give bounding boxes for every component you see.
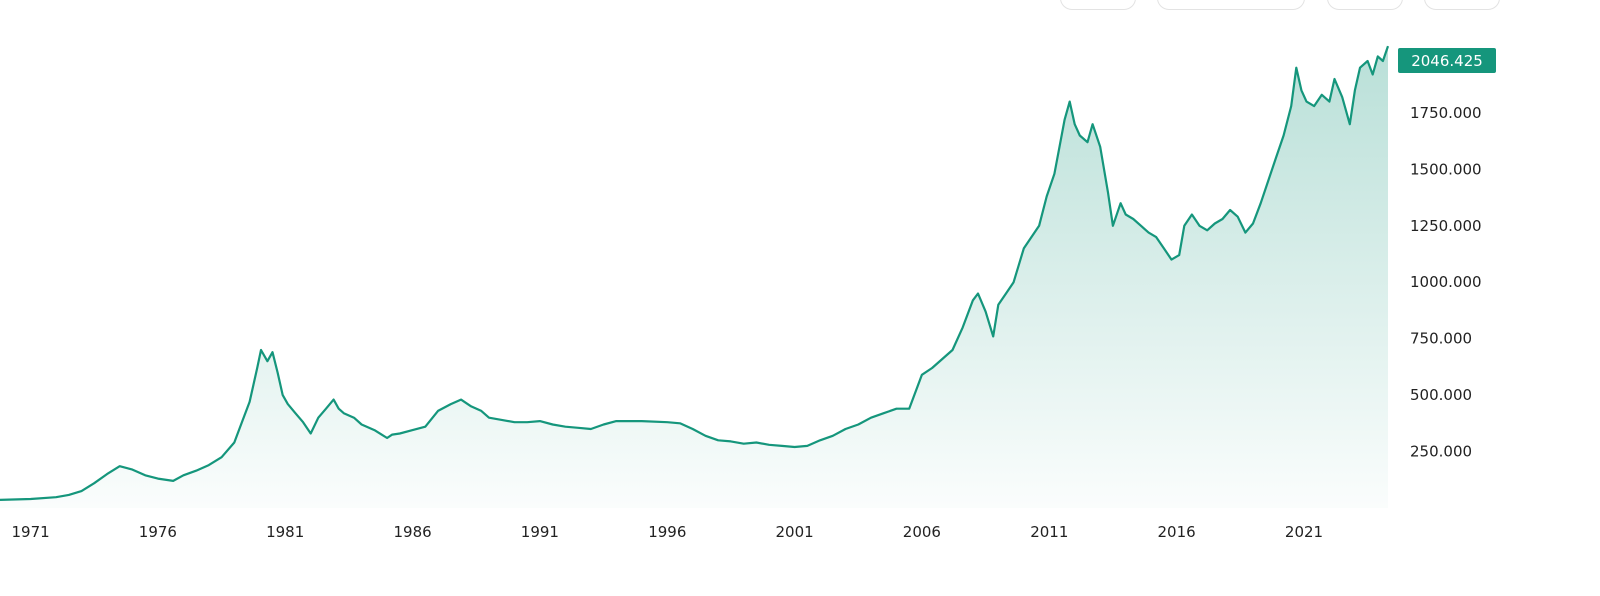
x-tick-label: 1976 <box>139 523 177 541</box>
last-value-label: 2046.425 <box>1411 52 1483 70</box>
y-tick-label: 250.000 <box>1410 443 1472 461</box>
price-line <box>0 45 1390 501</box>
x-tick-label: 2016 <box>1158 523 1196 541</box>
x-tick-label: 2021 <box>1285 523 1323 541</box>
x-tick-label: 2011 <box>1030 523 1068 541</box>
x-tick-label: 1991 <box>521 523 559 541</box>
last-value-badge-bg <box>1398 48 1496 73</box>
x-tick-label: 2006 <box>903 523 941 541</box>
x-tick-label: 1986 <box>394 523 432 541</box>
x-tick-label: 1996 <box>648 523 686 541</box>
y-tick-label: 750.000 <box>1410 330 1472 348</box>
y-tick-label: 500.000 <box>1410 386 1472 404</box>
y-tick-label: 1000.000 <box>1410 273 1482 291</box>
y-tick-label: 1250.000 <box>1410 217 1482 235</box>
price-area <box>0 46 1388 508</box>
x-tick-label: 2001 <box>776 523 814 541</box>
x-tick-label: 1981 <box>266 523 304 541</box>
x-tick-label: 1971 <box>12 523 50 541</box>
last-value-badge: 2046.425 <box>1398 48 1496 73</box>
y-tick-label: 1500.000 <box>1410 160 1482 178</box>
y-tick-label: 1750.000 <box>1410 104 1482 122</box>
